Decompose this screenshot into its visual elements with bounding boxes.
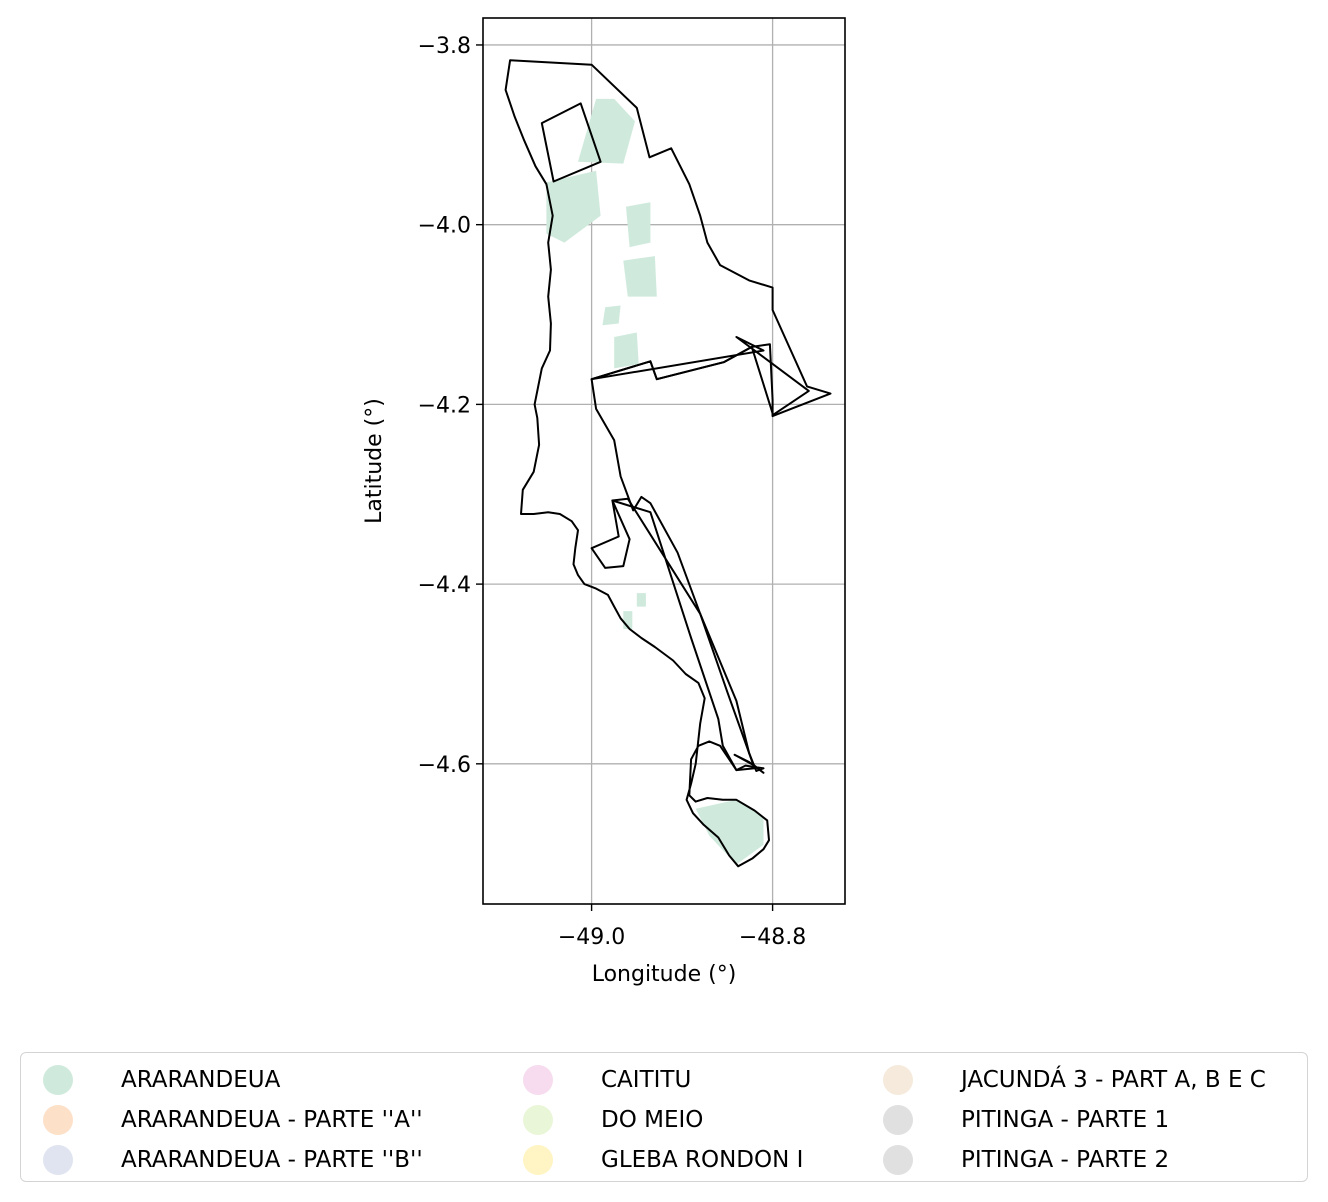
legend-label: PITINGA - PARTE 2 <box>961 1147 1170 1173</box>
land-parcel-patch <box>695 799 764 865</box>
outer-boundary-line <box>504 59 832 868</box>
y-tick-label: −4.0 <box>418 214 471 239</box>
legend-item: GLEBA RONDON I <box>523 1145 803 1175</box>
x-tick-label: −49.0 <box>558 925 625 950</box>
axis-ticks: −49.0 −48.8 −3.8 −4.0 −4.2 −4.4 −4.6 <box>418 34 807 950</box>
legend-item: JACUNDÁ 3 - PART A, B E C <box>883 1065 1266 1095</box>
map-chart: −49.0 −48.8 −3.8 −4.0 −4.2 −4.4 −4.6 Longitude… <box>362 17 846 987</box>
land-parcel-patch <box>626 202 651 248</box>
legend-item: PITINGA - PARTE 1 <box>883 1105 1169 1135</box>
legend-label: CAITITU <box>601 1067 692 1093</box>
legend-label: DO MEIO <box>601 1107 704 1133</box>
legend-marker <box>523 1105 553 1135</box>
legend-label: GLEBA RONDON I <box>601 1147 804 1173</box>
land-parcel-patch <box>614 332 639 369</box>
legend-marker <box>883 1145 913 1175</box>
legend-item: ARARANDEUA <box>43 1065 280 1095</box>
legend-label: ARARANDEUA - PARTE ''B'' <box>121 1147 423 1173</box>
parcel-boundary-line <box>540 102 602 183</box>
y-tick-label: −3.8 <box>418 34 471 59</box>
legend-marker <box>43 1065 73 1095</box>
parcel-boundary-line <box>733 753 765 774</box>
parcel-boundary-line <box>611 497 756 772</box>
land-parcel-patch <box>546 170 601 243</box>
legend: ARARANDEUA ARARANDEUA - PARTE ''A'' ARARAN… <box>20 1052 1308 1182</box>
x-tick-label: −48.8 <box>739 925 806 950</box>
legend-item: PITINGA - PARTE 2 <box>883 1145 1169 1175</box>
boundary-lines <box>504 59 832 868</box>
land-parcel-fills <box>546 98 764 865</box>
land-parcel-patch <box>602 305 621 326</box>
legend-label: ARARANDEUA - PARTE ''A'' <box>121 1107 423 1133</box>
x-axis-label: Longitude (°) <box>592 962 737 987</box>
y-tick-label: −4.6 <box>418 753 471 778</box>
land-parcel-patch <box>623 256 657 297</box>
legend-item: ARARANDEUA - PARTE ''B'' <box>43 1145 423 1175</box>
legend-item: DO MEIO <box>523 1105 703 1135</box>
legend-label: ARARANDEUA <box>121 1067 281 1093</box>
parcel-boundary-line <box>590 336 810 417</box>
legend-marker <box>43 1145 73 1175</box>
legend-label: JACUNDÁ 3 - PART A, B E C <box>961 1067 1266 1093</box>
y-tick-label: −4.4 <box>418 573 471 598</box>
legend-marker <box>43 1105 73 1135</box>
land-parcel-patch <box>636 593 646 607</box>
legend-marker <box>523 1065 553 1095</box>
legend-item: CAITITU <box>523 1065 691 1095</box>
legend-label: PITINGA - PARTE 1 <box>961 1107 1170 1133</box>
parcel-boundary-line <box>590 499 631 569</box>
legend-marker <box>523 1145 553 1175</box>
axes-frame <box>482 17 846 905</box>
legend-marker <box>883 1065 913 1095</box>
legend-marker <box>883 1105 913 1135</box>
y-axis-label: Latitude (°) <box>362 398 387 524</box>
y-tick-label: −4.2 <box>418 393 471 418</box>
legend-item: ARARANDEUA - PARTE ''A'' <box>43 1105 423 1135</box>
grid-lines <box>483 18 845 904</box>
land-parcel-patch <box>578 98 635 164</box>
